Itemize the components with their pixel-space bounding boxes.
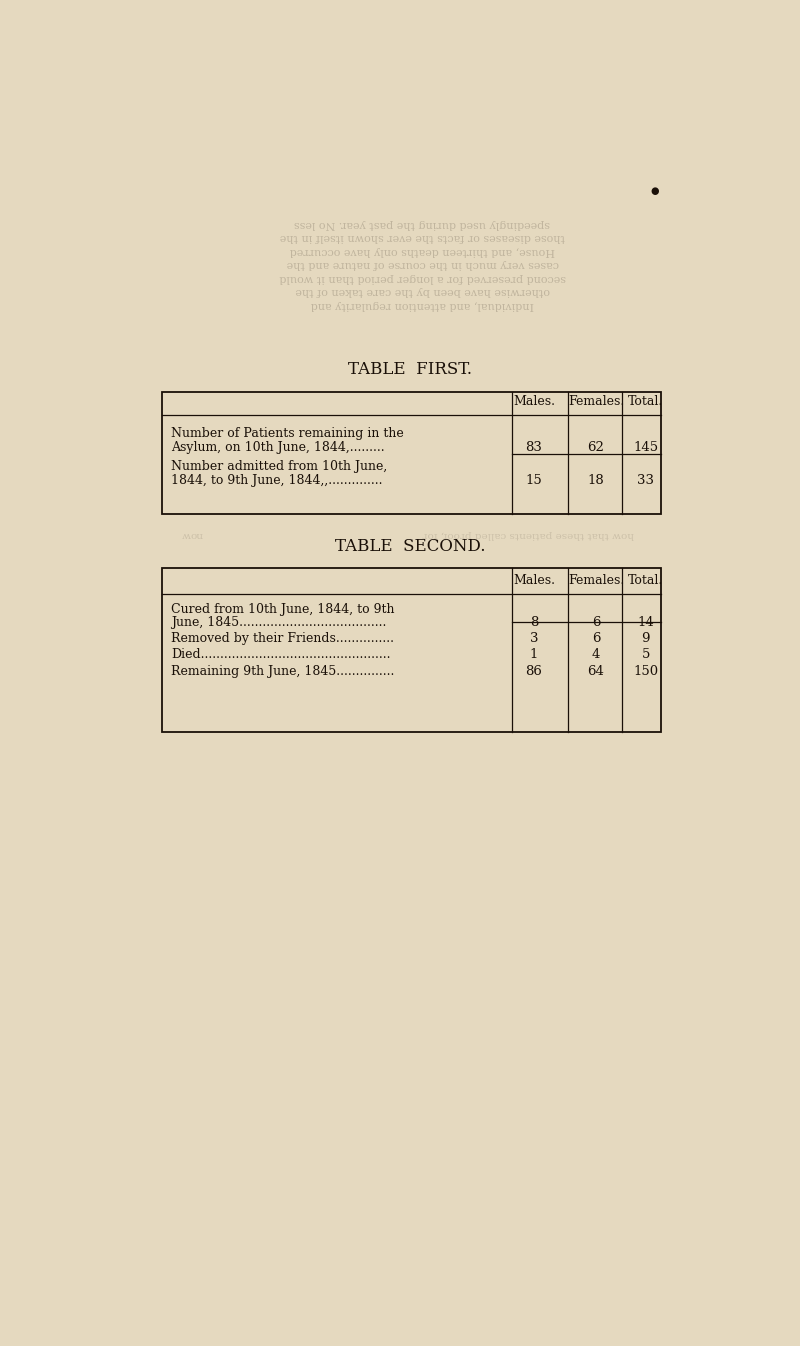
Text: cases very much in the course of nature and the: cases very much in the course of nature …	[286, 260, 558, 269]
Text: speedingly used during the past year. No less: speedingly used during the past year. No…	[294, 218, 550, 229]
Text: Females.: Females.	[568, 396, 624, 408]
Text: 6: 6	[592, 616, 600, 629]
Text: Died.................................................: Died....................................…	[171, 649, 391, 661]
Text: 33: 33	[637, 474, 654, 487]
Text: TABLE  SECOND.: TABLE SECOND.	[334, 538, 486, 556]
Text: 5: 5	[642, 649, 650, 661]
Text: 145: 145	[633, 441, 658, 454]
Text: Asylum, on 10th June, 1844,.........: Asylum, on 10th June, 1844,.........	[171, 441, 385, 454]
Text: 3: 3	[530, 631, 538, 645]
Text: 1: 1	[530, 649, 538, 661]
Bar	[162, 392, 661, 514]
Text: Individual, and attention regularity and: Individual, and attention regularity and	[310, 300, 534, 310]
Text: Males.: Males.	[513, 573, 555, 587]
Text: how that these patients called proof, for: how that these patients called proof, fo…	[422, 530, 634, 540]
Text: 4: 4	[592, 649, 600, 661]
Text: Removed by their Friends...............: Removed by their Friends...............	[171, 631, 394, 645]
Text: 6: 6	[592, 631, 600, 645]
Text: second preserved for a longer period than it would: second preserved for a longer period tha…	[279, 273, 566, 283]
Text: Total.: Total.	[628, 573, 663, 587]
Text: otherwise have been by the care taken of the: otherwise have been by the care taken of…	[295, 287, 550, 296]
Text: Number admitted from 10th June,: Number admitted from 10th June,	[171, 460, 387, 472]
Text: 64: 64	[587, 665, 605, 678]
Bar	[162, 568, 661, 732]
Text: Remaining 9th June, 1845...............: Remaining 9th June, 1845...............	[171, 665, 394, 678]
Text: June, 1845......................................: June, 1845..............................…	[171, 616, 386, 629]
Text: 83: 83	[526, 441, 542, 454]
Text: now: now	[181, 530, 202, 540]
Text: 150: 150	[633, 665, 658, 678]
Text: TABLE  FIRST.: TABLE FIRST.	[348, 361, 472, 378]
Text: 8: 8	[530, 616, 538, 629]
Text: 1844, to 9th June, 1844,,..............: 1844, to 9th June, 1844,,..............	[171, 474, 383, 487]
Text: 62: 62	[587, 441, 605, 454]
Text: 9: 9	[642, 631, 650, 645]
Text: those diseases or facts the ever shown itself in the: those diseases or facts the ever shown i…	[280, 232, 565, 242]
Text: 15: 15	[526, 474, 542, 487]
Text: Males.: Males.	[513, 396, 555, 408]
Text: Total.: Total.	[628, 396, 663, 408]
Text: 14: 14	[638, 616, 654, 629]
Text: ●: ●	[650, 186, 659, 195]
Text: 86: 86	[526, 665, 542, 678]
Text: Cured from 10th June, 1844, to 9th: Cured from 10th June, 1844, to 9th	[171, 603, 395, 615]
Text: Females.: Females.	[568, 573, 624, 587]
Text: 18: 18	[588, 474, 604, 487]
Text: House, and thirteen deaths only have occurred: House, and thirteen deaths only have occ…	[290, 246, 555, 256]
Text: Number of Patients remaining in the: Number of Patients remaining in the	[171, 427, 404, 440]
